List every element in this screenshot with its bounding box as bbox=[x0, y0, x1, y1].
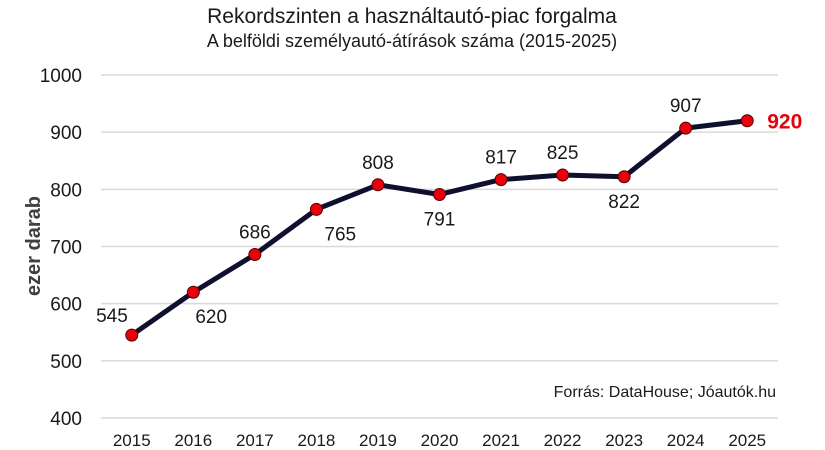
y-tick-label: 500 bbox=[50, 352, 82, 373]
data-point bbox=[186, 285, 200, 299]
x-tick-label: 2016 bbox=[174, 431, 212, 450]
y-tick-label: 900 bbox=[50, 123, 82, 144]
data-point bbox=[309, 202, 323, 216]
data-point bbox=[679, 121, 693, 135]
data-label: 822 bbox=[608, 192, 640, 213]
x-tick-label: 2025 bbox=[728, 431, 766, 450]
data-point bbox=[494, 173, 508, 187]
data-label: 825 bbox=[547, 143, 579, 164]
y-tick-label: 700 bbox=[50, 238, 82, 259]
chart-title: Rekordszinten a használtautó-piac forgal… bbox=[207, 5, 617, 28]
data-label: 791 bbox=[424, 209, 456, 230]
x-tick-label: 2017 bbox=[236, 431, 274, 450]
source-note: Forrás: DataHouse; Jóautók.hu bbox=[554, 384, 776, 401]
data-point bbox=[556, 168, 570, 182]
data-label: 817 bbox=[485, 148, 517, 169]
data-point bbox=[433, 187, 446, 201]
x-tick-label: 2023 bbox=[605, 431, 643, 450]
y-axis-label: ezer darab bbox=[23, 196, 45, 296]
data-point bbox=[617, 170, 631, 184]
data-point bbox=[248, 248, 262, 262]
data-label: 920 bbox=[767, 111, 802, 134]
x-tick-label: 2022 bbox=[544, 431, 582, 450]
data-label: 808 bbox=[362, 153, 394, 174]
y-tick-label: 400 bbox=[50, 409, 82, 430]
x-tick-label: 2015 bbox=[113, 431, 151, 450]
x-tick-label: 2020 bbox=[421, 431, 459, 450]
data-label: 686 bbox=[239, 223, 271, 244]
data-point bbox=[371, 178, 385, 192]
data-label: 620 bbox=[195, 307, 227, 328]
y-tick-label: 600 bbox=[50, 295, 82, 316]
data-label: 907 bbox=[670, 96, 702, 117]
x-tick-label: 2021 bbox=[482, 431, 520, 450]
data-label: 765 bbox=[324, 224, 356, 245]
x-tick-label: 2019 bbox=[359, 431, 397, 450]
chart-subtitle: A belföldi személyautó-átírások száma (2… bbox=[207, 31, 617, 51]
x-tick-label: 2018 bbox=[297, 431, 335, 450]
data-label: 545 bbox=[96, 306, 128, 327]
y-tick-label: 1000 bbox=[40, 66, 82, 87]
data-point bbox=[125, 328, 139, 342]
x-tick-label: 2024 bbox=[667, 431, 705, 450]
data-point bbox=[740, 114, 754, 128]
y-tick-label: 800 bbox=[50, 180, 82, 201]
